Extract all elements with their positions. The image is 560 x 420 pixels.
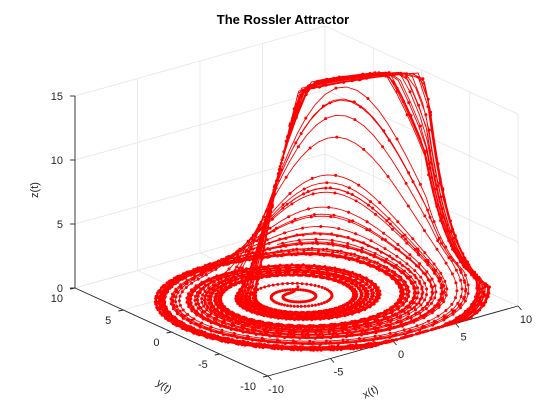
grid-line-side-z [324,25,519,115]
y-tick-mark [166,331,172,334]
x-tick-label: 5 [460,332,466,344]
grid-line-back-z [74,25,326,97]
x-tick-mark [455,323,460,328]
z-axis-label: z(t) [29,182,41,198]
z-tick-label: 15 [51,91,63,103]
rossler-trajectory-markers [153,71,492,352]
y-tick-label: 10 [51,293,63,305]
z-tick-label: 10 [51,155,63,167]
x-tick-label: 0 [398,349,404,361]
x-tick-label: -10 [268,384,284,396]
y-axis-label: y(t) [154,377,174,396]
grid-line-back-z [74,89,326,161]
x-axis-label: x(t) [361,383,381,401]
x-tick-label: -5 [334,367,344,379]
grid-line-side-z [324,217,519,307]
x-tick-mark [330,358,335,363]
z-tick-label: 5 [57,219,63,231]
y-tick-label: 0 [153,337,159,349]
y-tick-mark [262,375,269,378]
chart-title: The Rossler Attractor [217,12,349,27]
y-tick-mark [118,309,124,312]
data-layer [153,71,492,352]
z-tick-label: 0 [57,283,63,295]
grid-line-back-z [74,217,326,289]
x-tick-mark [267,375,272,381]
grid-line-floor-y [219,283,470,355]
y-tick-label: -5 [198,359,208,371]
y-tick-label: 5 [105,315,111,327]
x-tick-label: 10 [520,314,532,326]
y-tick-label: -10 [240,381,256,393]
x-tick-mark [517,305,522,311]
y-tick-mark [214,353,220,356]
